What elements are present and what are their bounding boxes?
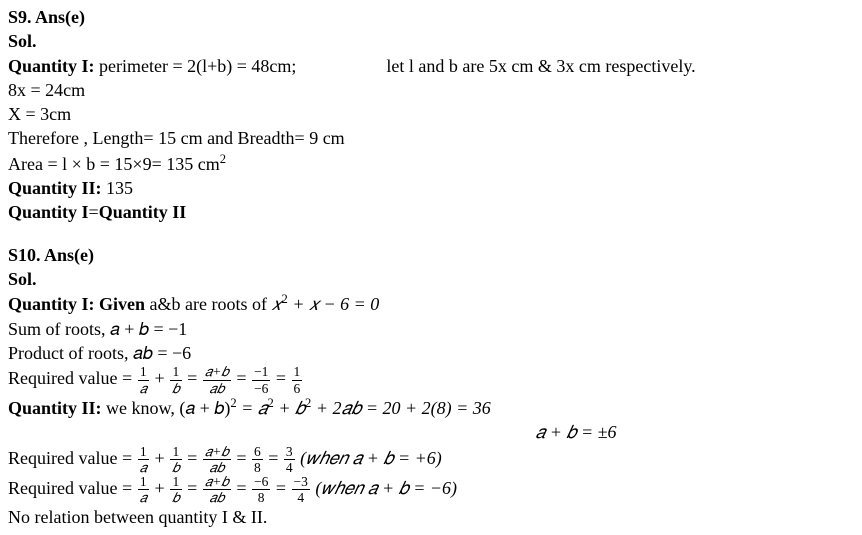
plus-3: +	[154, 478, 169, 498]
s10-q2-text-d: + 2𝑎𝑏 = 20 + 2(8) = 36	[311, 398, 490, 418]
eq-3: =	[276, 368, 291, 388]
s9-l5-sup: 2	[220, 152, 226, 166]
eq-6: =	[268, 448, 283, 468]
s10-q2-text-b: = 𝑎	[237, 398, 268, 418]
r3-frac-neg6-8: −68	[252, 475, 270, 505]
s10-heading: S10. Ans(e)	[8, 245, 94, 265]
s10-prod-roots: Product of roots, 𝑎𝑏 = −6	[8, 341, 854, 365]
s10-q1-eq-a: 𝑥	[271, 294, 281, 314]
s10-q1-eq-b: + 𝑥 − 6 = 0	[288, 294, 379, 314]
s10-q2-text-a: we know, (𝑎 + 𝑏)	[102, 398, 231, 418]
r3-frac-1-b: 1𝑏	[170, 475, 182, 505]
r3-frac-neg3-4: −34	[292, 475, 310, 505]
frac-1-6: 16	[292, 365, 303, 395]
s9-eq-a: Quantity I	[8, 202, 89, 222]
eq-7: =	[187, 478, 202, 498]
eq-4: =	[187, 448, 202, 468]
eq-1: =	[187, 368, 202, 388]
plus-1: +	[154, 368, 169, 388]
s9-eq-b: Quantity II	[99, 202, 187, 222]
s9-sol-label: Sol.	[8, 31, 37, 51]
r2-frac-6-8: 68	[252, 445, 263, 475]
r2-frac-ab-ab: 𝑎+𝑏𝑎𝑏	[203, 445, 231, 475]
s9-l2: 8x = 24cm	[8, 78, 854, 102]
r3-frac-ab-ab: 𝑎+𝑏𝑎𝑏	[203, 475, 231, 505]
s10-q2-text-c: + 𝑏	[274, 398, 305, 418]
s9-q1-text-b: let l and b are 5x cm & 3x cm respective…	[386, 56, 695, 76]
r2-cond: (𝑤ℎ𝑒𝑛 𝑎 + 𝑏 = +6)	[300, 448, 442, 468]
s10-req3-label: Required value =	[8, 478, 137, 498]
s9-q2-label: Quantity II:	[8, 178, 102, 198]
frac-1-b: 1𝑏	[170, 365, 182, 395]
s9-heading: S9. Ans(e)	[8, 7, 85, 27]
r2-frac-1-b: 1𝑏	[170, 445, 182, 475]
s9-l3: X = 3cm	[8, 102, 854, 126]
eq-2: =	[236, 368, 251, 388]
s10-q1-label: Quantity I: Given	[8, 294, 145, 314]
r2-frac-3-4: 34	[284, 445, 295, 475]
s10-sol-label: Sol.	[8, 269, 37, 289]
eq-9: =	[276, 478, 291, 498]
frac-1-a: 1𝑎	[138, 365, 149, 395]
s9-l5a: Area = l × b = 15×9= 135 cm	[8, 154, 220, 174]
s9-q2-text: 135	[102, 178, 134, 198]
section-spacer	[8, 225, 854, 243]
s10-q1-text-a: a&b are roots of	[145, 294, 271, 314]
s10-sum-roots: Sum of roots, 𝑎 + 𝑏 = −1	[8, 317, 854, 341]
s9-eq-mid: =	[89, 202, 99, 222]
r3-frac-1-a: 1𝑎	[138, 475, 149, 505]
frac-ab-over-ab: 𝑎+𝑏𝑎𝑏	[203, 365, 231, 395]
s9-q1-text-a: perimeter = 2(l+b) = 48cm;	[95, 56, 297, 76]
s9-q1-label: Quantity I:	[8, 56, 95, 76]
frac-neg1-neg6: −1−6	[252, 365, 270, 395]
r2-frac-1-a: 1𝑎	[138, 445, 149, 475]
eq-5: =	[236, 448, 251, 468]
s10-last: No relation between quantity I & II.	[8, 505, 854, 529]
s10-q2-label: Quantity II:	[8, 398, 102, 418]
s10-req2-label: Required value =	[8, 448, 137, 468]
s10-req1-label: Required value =	[8, 368, 137, 388]
r3-cond: (𝑤ℎ𝑒𝑛 𝑎 + 𝑏 = −6)	[315, 478, 457, 498]
s9-l4: Therefore , Length= 15 cm and Breadth= 9…	[8, 126, 854, 150]
eq-8: =	[236, 478, 251, 498]
s10-center-eq: 𝑎 + 𝑏 = ±6	[298, 420, 854, 444]
plus-2: +	[154, 448, 169, 468]
